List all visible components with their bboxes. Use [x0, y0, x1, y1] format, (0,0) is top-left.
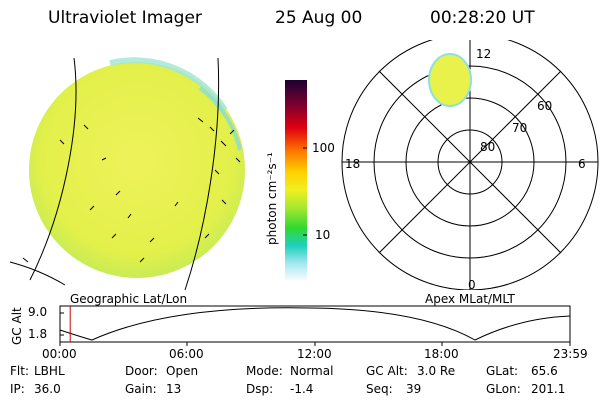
mlt-label-0: 0 [468, 278, 476, 292]
glon-label: GLon: [486, 382, 521, 396]
date-label: 25 Aug 00 [275, 8, 363, 28]
glat-label: GLat: [486, 364, 519, 378]
altitude-xtick-2359: 23:59 [553, 347, 588, 361]
flt-value: LBHL [34, 364, 65, 378]
geo-longitude-line [184, 57, 220, 291]
dsp-label: Dsp: [246, 382, 274, 396]
mlat-label-70: 70 [512, 121, 528, 135]
instrument-title: Ultraviolet Imager [48, 8, 202, 28]
glat-value: 65.6 [531, 364, 558, 378]
apex-label: Apex MLat/MLT [425, 292, 515, 306]
altitude-xtick-0000: 00:00 [42, 347, 77, 361]
mlat-label-60: 60 [537, 99, 553, 113]
altitude-ytick-9: 9.0 [28, 305, 48, 319]
ip-value: 36.0 [34, 382, 61, 396]
flt-label: Flt: [10, 364, 29, 378]
gain-label: Gain: [125, 382, 157, 396]
mode-value: Normal [290, 364, 334, 378]
colorbar-tick-10: 10 [315, 228, 331, 242]
ip-label: IP: [10, 382, 25, 396]
door-value: Open [166, 364, 199, 378]
colorbar-tick-100: 100 [312, 141, 335, 155]
time-label: 00:28:20 UT [430, 8, 535, 28]
altitude-ylabel: GC Alt [10, 307, 24, 345]
auroral-blob [428, 53, 472, 107]
gcalt-value: 3.0 Re [417, 364, 456, 378]
gain-value: 13 [166, 382, 182, 396]
polar-diagonal [378, 70, 562, 254]
colorbar [285, 80, 307, 280]
altitude-ytick-1-8: 1.8 [28, 327, 48, 341]
altitude-plot [59, 305, 571, 346]
mode-label: Mode: [246, 364, 283, 378]
mlt-label-6: 6 [578, 157, 586, 171]
polar-plot [341, 40, 599, 290]
dsp-value: -1.4 [290, 382, 314, 396]
geo-latitude-line [9, 261, 66, 286]
colorbar-unit-label: photon cm⁻²s⁻¹ [265, 152, 279, 245]
mlat-label-80: 80 [480, 140, 496, 154]
door-label: Door: [125, 364, 158, 378]
glon-value: 201.1 [531, 382, 566, 396]
seq-label: Seq: [366, 382, 393, 396]
mlt-label-12: 12 [476, 47, 492, 61]
mlt-label-18: 18 [345, 157, 361, 171]
altitude-xtick-1800: 18:00 [424, 347, 459, 361]
altitude-curve [59, 307, 571, 341]
geo-longitude-line [29, 57, 77, 281]
coastline-marks [22, 117, 241, 263]
geographic-label: Geographic Lat/Lon [70, 292, 188, 306]
seq-value: 39 [406, 382, 422, 396]
earth-disk [29, 57, 245, 278]
gcalt-label: GC Alt: [366, 364, 408, 378]
altitude-xtick-1200: 12:00 [297, 347, 332, 361]
altitude-xtick-0600: 06:00 [169, 347, 204, 361]
